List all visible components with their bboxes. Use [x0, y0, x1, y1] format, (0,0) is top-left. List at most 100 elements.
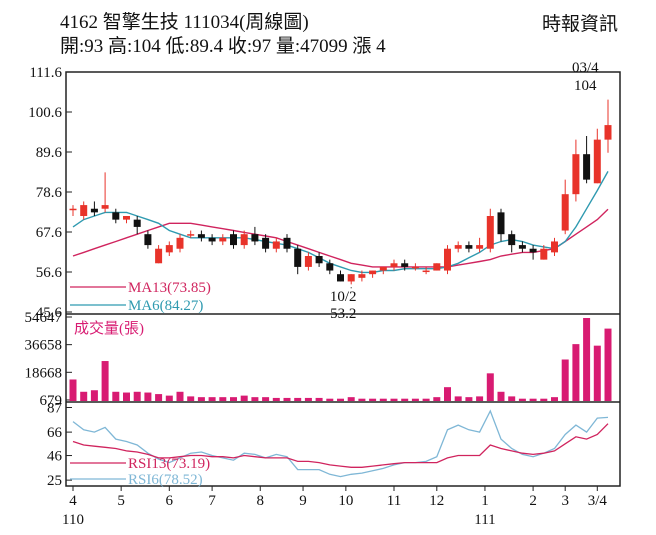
candle-body — [197, 234, 205, 238]
volume-bar — [347, 397, 355, 401]
candle-body — [508, 234, 516, 246]
candle-body — [583, 154, 591, 180]
candle-body — [540, 248, 548, 260]
year-label: 111 — [474, 512, 495, 528]
volume-bar — [540, 398, 548, 401]
candle-body — [454, 245, 462, 249]
legend-label: MA6(84.27) — [128, 298, 203, 314]
candle-body — [272, 241, 280, 249]
price-tick-label: 56.6 — [36, 265, 63, 281]
candle-body — [379, 266, 387, 271]
candle-body — [283, 237, 291, 249]
volume-bar — [593, 345, 601, 401]
volume-bar — [518, 398, 526, 401]
candle-body — [90, 208, 98, 213]
candle-body — [230, 234, 237, 246]
candle-body — [219, 237, 227, 242]
candle-body — [337, 274, 344, 282]
rsi-legend-label: RSI13(73.19) — [128, 456, 210, 472]
volume-bar — [133, 391, 141, 401]
volume-bar — [454, 396, 462, 401]
rsi-legend-label: RSI6(78.52) — [128, 472, 203, 488]
rsi-tick-label: 66 — [47, 425, 63, 441]
volume-bar — [144, 392, 152, 401]
volume-bar — [197, 397, 205, 401]
candle-body — [518, 245, 526, 249]
x-tick-label: 7 — [208, 493, 216, 509]
volume-bar — [304, 397, 312, 401]
x-tick-label: 1 — [481, 493, 489, 509]
candle-body — [486, 216, 494, 249]
volume-bar — [208, 397, 216, 401]
high-value-label: 104 — [574, 78, 597, 94]
candle-body — [444, 248, 451, 271]
volume-bar — [422, 398, 430, 401]
volume-bar — [176, 391, 184, 401]
x-tick-label: 2 — [529, 493, 537, 509]
volume-bar — [155, 394, 163, 401]
volume-bar — [187, 396, 195, 401]
candle-body — [144, 234, 152, 246]
volume-bar — [369, 398, 377, 401]
candle-body — [69, 208, 77, 211]
candle-body — [401, 263, 409, 267]
price-tick-label: 45.6 — [36, 305, 63, 321]
x-tick-label: 3 — [561, 493, 569, 509]
volume-bar — [251, 397, 259, 401]
volume-tick-label: 679 — [40, 393, 63, 409]
volume-bar — [230, 397, 237, 401]
rsi-tick-label: 87 — [47, 401, 63, 417]
x-tick-label: 5 — [117, 493, 125, 509]
volume-bar — [572, 344, 580, 401]
candle-body — [165, 245, 173, 253]
volume-bar — [604, 328, 612, 401]
candle-body — [593, 139, 601, 184]
low-value-label: 53.2 — [330, 306, 356, 322]
candle-body — [369, 270, 377, 275]
volume-bar — [219, 397, 227, 401]
volume-bar — [272, 397, 280, 401]
price-tick-label: 78.6 — [36, 185, 63, 201]
rsi-tick-label: 25 — [47, 473, 62, 489]
volume-bar — [262, 397, 270, 401]
volume-bar — [390, 398, 398, 401]
candle-body — [358, 274, 366, 278]
volume-bar — [112, 391, 120, 401]
volume-bar — [508, 396, 516, 401]
x-tick-label: 8 — [257, 493, 265, 509]
volume-bar — [444, 387, 451, 401]
volume-bar — [69, 379, 77, 401]
candle-body — [465, 245, 473, 249]
volume-bar — [379, 398, 387, 401]
volume-bar — [551, 397, 558, 401]
candle-body — [133, 219, 141, 227]
candle-body — [390, 263, 398, 267]
candle-body — [112, 212, 120, 220]
candle-body — [529, 248, 537, 253]
volume-bar — [165, 395, 173, 401]
x-tick-label: 6 — [166, 493, 174, 509]
candle-body — [561, 194, 569, 231]
volume-tick-label: 54647 — [25, 310, 63, 326]
candle-body — [80, 205, 88, 216]
candle-body — [497, 212, 505, 235]
candle-body — [476, 245, 484, 249]
candle-body — [101, 205, 109, 209]
x-tick-label: 10 — [338, 493, 353, 509]
price-tick-label: 111.6 — [29, 65, 62, 81]
source-label: 時報資訊 — [541, 14, 618, 35]
x-tick-label: 9 — [299, 493, 307, 509]
price-tick-label: 67.6 — [36, 225, 63, 241]
volume-bar — [240, 395, 248, 401]
volume-tick-label: 36658 — [25, 338, 63, 354]
ma13-line — [72, 208, 609, 268]
x-tick-label: 3/4 — [588, 493, 608, 509]
volume-bar — [90, 390, 98, 401]
rsi-tick-label: 46 — [47, 449, 63, 465]
candle-body — [326, 263, 334, 271]
year-label: 110 — [62, 512, 84, 528]
volume-bar — [465, 397, 473, 401]
volume-bar — [326, 398, 334, 401]
candle-body — [251, 234, 259, 242]
